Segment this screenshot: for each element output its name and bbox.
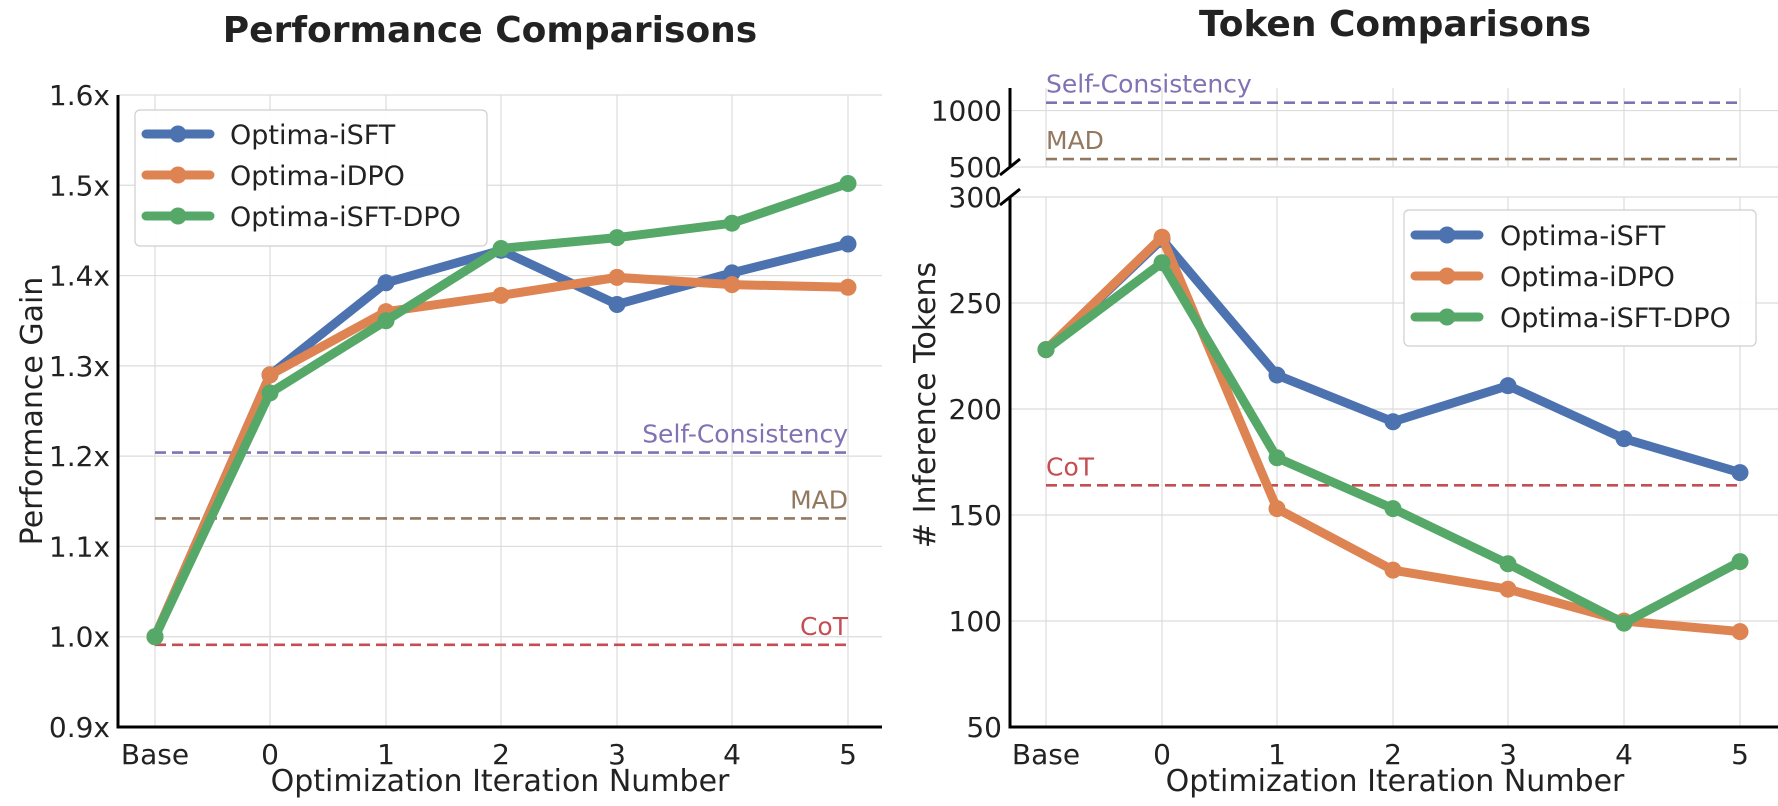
token-data-point [1384, 561, 1402, 579]
token-data-point [1268, 449, 1286, 467]
perf-legend-label: Optima-iSFT-DPO [230, 202, 461, 233]
axis-break-mark [999, 187, 1021, 207]
token-y-tick-label: 300 [949, 181, 1002, 214]
token-x-tick-label: 2 [1384, 738, 1402, 771]
perf-y-tick-label: 1.1x [49, 530, 110, 563]
token-data-point [1268, 500, 1286, 518]
perf-data-point [492, 286, 510, 304]
perf-data-point [839, 278, 857, 296]
perf-legend-label: Optima-iDPO [230, 161, 405, 192]
token-data-point [1384, 413, 1402, 431]
token-data-point [1615, 430, 1633, 448]
perf-y-tick-label: 1.2x [49, 440, 110, 473]
perf-x-tick-label: Base [121, 738, 189, 771]
token-baseline-label: CoT [1046, 452, 1095, 481]
perf-x-tick-label: 3 [608, 738, 626, 771]
perf-data-point [492, 239, 510, 257]
perf-data-point [608, 295, 626, 313]
token-upper-tick-label: 1000 [931, 95, 1002, 128]
perf-legend-label: Optima-iSFT [230, 120, 396, 151]
perf-legend-box [134, 109, 488, 247]
token-legend-label: Optima-iDPO [1500, 262, 1675, 293]
token-baseline-label: MAD [1046, 126, 1104, 155]
perf-data-point [723, 214, 741, 232]
token-data-point [1153, 228, 1171, 246]
perf-data-point [377, 312, 395, 330]
token-x-tick-label: 0 [1153, 738, 1171, 771]
token-x-tick-label: 3 [1499, 738, 1517, 771]
perf-chart-title: Performance Comparisons [223, 10, 757, 51]
token-baseline-label: Self-Consistency [1046, 70, 1252, 99]
token-legend-swatch-marker [1438, 267, 1456, 285]
token-x-tick-label: 4 [1615, 738, 1633, 771]
perf-data-point [146, 628, 164, 646]
perf-baseline-label: MAD [790, 485, 848, 514]
token-y-tick-label: 100 [949, 605, 1002, 638]
token-x-tick-label: 1 [1268, 738, 1286, 771]
token-data-point [1731, 623, 1749, 641]
token-data-point [1731, 464, 1749, 482]
perf-y-tick-label: 1.0x [49, 621, 110, 654]
token-x-axis-label: Optimization Iteration Number [1166, 764, 1625, 799]
token-data-point [1731, 553, 1749, 571]
perf-x-tick-label: 0 [261, 738, 279, 771]
token-data-point [1384, 500, 1402, 518]
token-data-point [1499, 555, 1517, 573]
token-y-tick-label: 200 [949, 393, 1002, 426]
token-legend-swatch-marker [1438, 308, 1456, 326]
perf-legend-swatch-marker [169, 125, 187, 143]
token-data-point [1499, 377, 1517, 395]
perf-data-point [608, 268, 626, 286]
perf-data-point [723, 276, 741, 294]
perf-data-point [261, 366, 279, 384]
perf-y-tick-label: 1.5x [49, 169, 110, 202]
perf-legend-swatch-marker [169, 166, 187, 184]
perf-data-point [377, 274, 395, 292]
token-y-tick-label: 250 [949, 287, 1002, 320]
token-data-point [1037, 341, 1055, 359]
token-y-tick-label: 50 [966, 711, 1002, 744]
token-chart-title: Token Comparisons [1199, 4, 1591, 45]
perf-baseline-label: CoT [800, 612, 849, 641]
perf-x-tick-label: 2 [492, 738, 510, 771]
token-data-point [1268, 366, 1286, 384]
perf-y-axis-label: Performance Gain [15, 277, 50, 546]
token-y-tick-label: 150 [949, 499, 1002, 532]
perf-data-point [723, 264, 741, 282]
token-x-tick-label: 5 [1731, 738, 1749, 771]
perf-data-point [261, 384, 279, 402]
axis-break-mark [999, 157, 1021, 177]
perf-y-tick-label: 1.6x [49, 79, 110, 112]
perf-data-point [608, 229, 626, 247]
perf-legend-swatch-marker [169, 207, 187, 225]
perf-data-point [839, 235, 857, 253]
token-legend-box [1403, 209, 1757, 347]
token-data-point [1499, 580, 1517, 598]
token-data-point [1153, 254, 1171, 272]
perf-data-point [839, 174, 857, 192]
token-legend-swatch-marker [1438, 226, 1456, 244]
token-x-tick-label: Base [1012, 738, 1080, 771]
token-data-point [1615, 614, 1633, 632]
perf-y-tick-label: 1.4x [49, 260, 110, 293]
perf-x-tick-label: 5 [839, 738, 857, 771]
perf-y-tick-label: 0.9x [49, 711, 110, 744]
perf-x-axis-label: Optimization Iteration Number [271, 764, 730, 799]
token-y-axis-label: # Inference Tokens [908, 262, 943, 548]
perf-baseline-label: Self-Consistency [642, 420, 848, 449]
token-legend-label: Optima-iSFT-DPO [1500, 303, 1731, 334]
token-legend-label: Optima-iSFT [1500, 221, 1666, 252]
token-upper-tick-label: 500 [949, 151, 1002, 184]
perf-x-tick-label: 4 [723, 738, 741, 771]
perf-y-tick-label: 1.3x [49, 350, 110, 383]
perf-x-tick-label: 1 [377, 738, 395, 771]
